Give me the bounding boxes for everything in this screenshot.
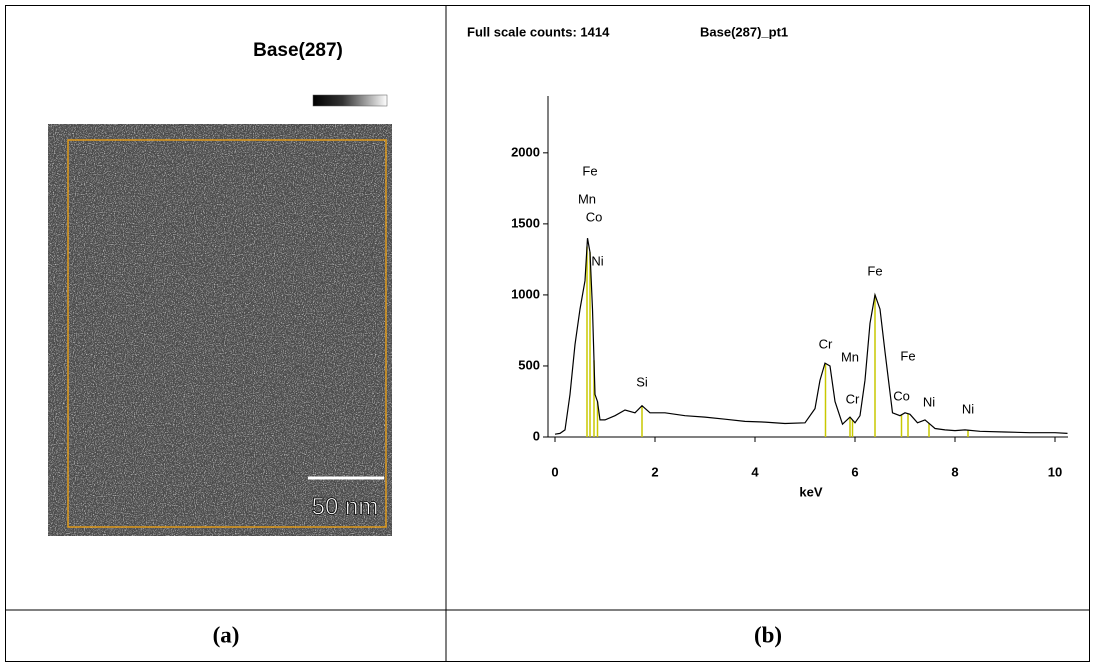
caption: (b) bbox=[754, 622, 782, 647]
peak-label: Si bbox=[636, 374, 648, 389]
spectrum-line bbox=[554, 237, 1068, 435]
x-tick-label: 6 bbox=[851, 464, 858, 479]
x-tick-label: 4 bbox=[751, 464, 759, 479]
x-tick-label: 8 bbox=[951, 464, 958, 479]
peak-label: Ni bbox=[591, 253, 603, 268]
spectrum-header: Base(287)_pt1 bbox=[700, 24, 788, 39]
y-tick-label: 0 bbox=[533, 428, 540, 443]
y-tick-label: 500 bbox=[518, 357, 540, 372]
peak-label: Co bbox=[893, 388, 910, 403]
peak-label: Mn bbox=[578, 191, 596, 206]
x-axis-label: keV bbox=[799, 484, 822, 499]
sem-texture bbox=[48, 124, 392, 536]
colorbar bbox=[312, 94, 388, 107]
peak-label: Fe bbox=[867, 263, 882, 278]
x-tick-label: 2 bbox=[651, 464, 658, 479]
peak-label: Ni bbox=[923, 394, 935, 409]
peak-label: Fe bbox=[582, 163, 597, 178]
peak-label: Cr bbox=[819, 336, 833, 351]
spectrum-plot: 0 500 1000 1500 2000 0 2 4 6 8 10 Fe Mn Co Ni Si Cr Mn Cr F… bbox=[511, 96, 1068, 479]
peak-label: Fe bbox=[900, 348, 915, 363]
caption: (a) bbox=[213, 622, 240, 647]
peak-label: Cr bbox=[846, 391, 860, 406]
image-title: Base(287) bbox=[253, 40, 343, 61]
spectrum-header: Full scale counts: 1414 bbox=[467, 24, 610, 39]
y-tick-label: 1000 bbox=[511, 286, 540, 301]
selection-box bbox=[67, 139, 387, 528]
x-tick-label: 0 bbox=[551, 464, 558, 479]
y-tick-label: 2000 bbox=[511, 144, 540, 159]
y-tick-label: 1500 bbox=[511, 215, 540, 230]
scale-bar-label: 50 nm bbox=[312, 493, 379, 520]
peak-label: Mn bbox=[841, 349, 859, 364]
peak-label: Co bbox=[586, 209, 603, 224]
peak-label: Ni bbox=[962, 401, 974, 416]
x-tick-label: 10 bbox=[1048, 464, 1062, 479]
